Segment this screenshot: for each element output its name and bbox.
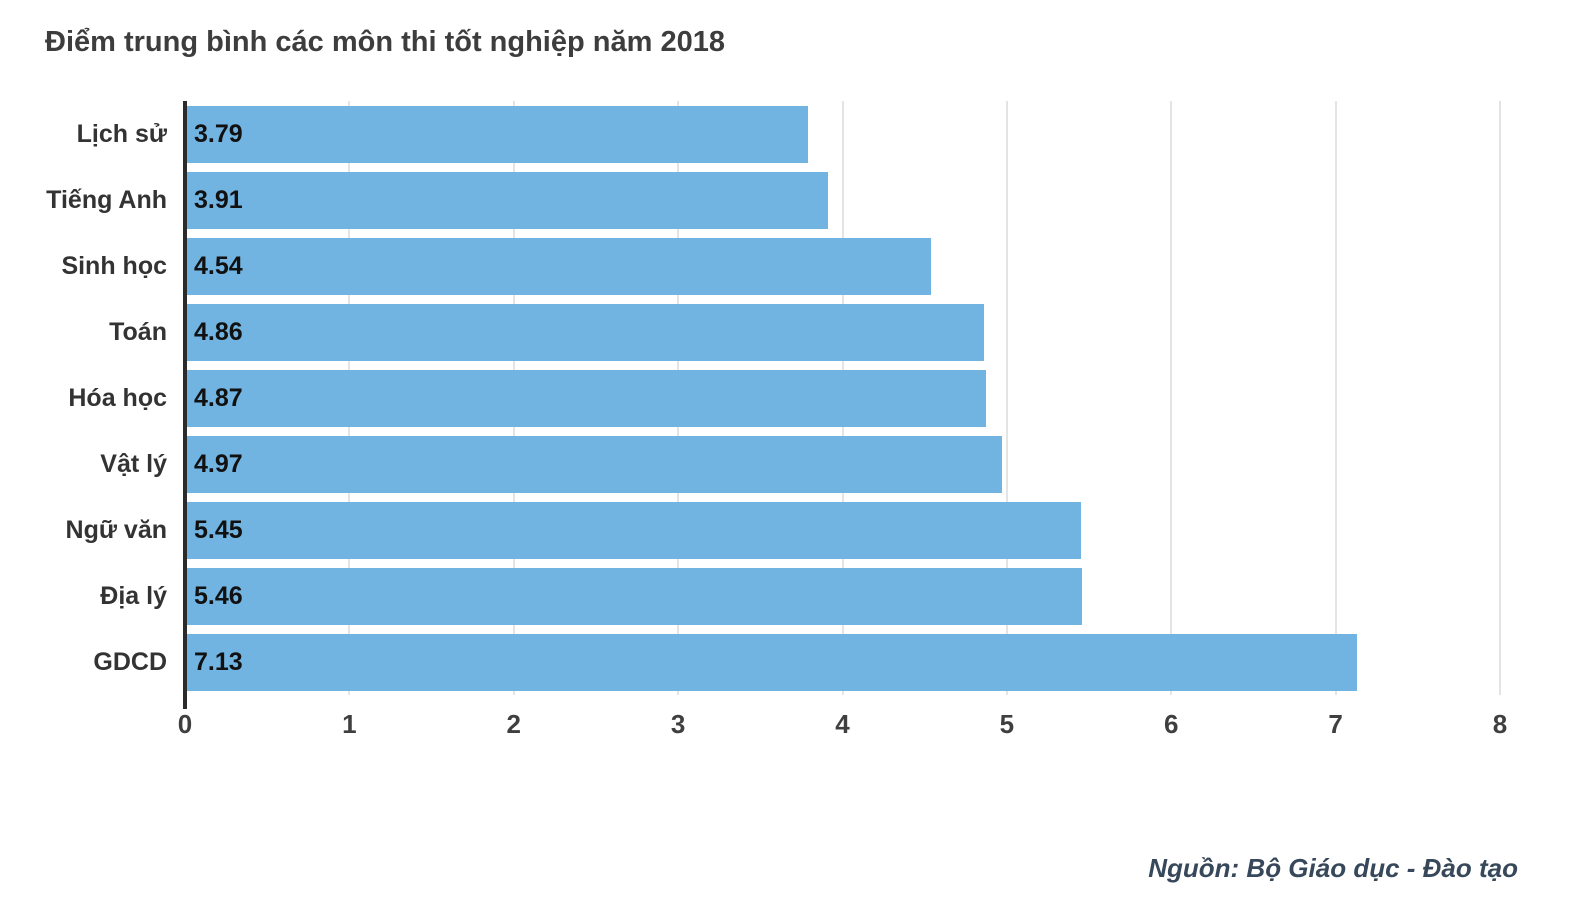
bar-track: 5.45: [185, 501, 1500, 559]
chart-row: Địa lý 5.46: [45, 563, 1500, 629]
chart-row: Vật lý 4.97: [45, 431, 1500, 497]
chart-row: Tiếng Anh 3.91: [45, 167, 1500, 233]
category-label: Lịch sử: [76, 119, 167, 148]
chart-row: Ngữ văn 5.45: [45, 497, 1500, 563]
category-label: Hóa học: [68, 383, 167, 412]
value-label: 3.91: [194, 185, 243, 214]
bar: 4.86: [185, 303, 984, 361]
bar-track: 4.87: [185, 369, 1500, 427]
category-label: GDCD: [93, 647, 167, 676]
x-tick-label: 2: [506, 709, 521, 739]
chart-row: Sinh học 4.54: [45, 233, 1500, 299]
x-tick-label: 5: [999, 709, 1015, 739]
value-label: 5.45: [194, 515, 243, 544]
value-label: 7.13: [194, 647, 243, 676]
value-label: 4.97: [194, 449, 243, 478]
x-axis: 0 1 2 3 4 5 6 7 8: [178, 695, 1507, 747]
bar-track: 3.91: [185, 171, 1500, 229]
bar: 5.46: [185, 567, 1083, 625]
bar: 4.54: [185, 237, 932, 295]
bar-track: 4.97: [185, 435, 1500, 493]
chart-row: Hóa học 4.87: [45, 365, 1500, 431]
gridline: [1499, 101, 1501, 695]
plot-area: Lịch sử 3.79 Tiếng Anh 3.91 Sinh học 4.54 Toán…: [45, 101, 1501, 709]
chart-row: Lịch sử 3.79: [45, 101, 1500, 167]
x-tick-label: 1: [342, 709, 357, 739]
bar: 5.45: [185, 501, 1081, 559]
bar: 4.87: [185, 369, 986, 427]
category-label: Địa lý: [100, 581, 167, 610]
gridline: [1005, 101, 1008, 695]
chart-row: GDCD 7.13: [45, 629, 1500, 695]
value-label: 4.87: [194, 383, 243, 412]
bar-track: 4.54: [185, 237, 1500, 295]
bar-track: 7.13: [185, 633, 1500, 691]
bar-track: 3.79: [185, 105, 1500, 163]
chart-rows: Lịch sử 3.79 Tiếng Anh 3.91 Sinh học 4.54 Toán…: [45, 101, 1500, 695]
x-tick-label: 3: [670, 709, 686, 739]
x-tick-label: 6: [1164, 709, 1179, 739]
gridline: [1170, 101, 1173, 695]
value-label: 5.46: [194, 581, 243, 610]
category-label: Ngữ văn: [65, 515, 167, 544]
bar: 4.97: [185, 435, 1002, 493]
chart-row: Toán 4.86: [45, 299, 1500, 365]
value-label: 4.54: [194, 251, 243, 280]
bar-track: 5.46: [185, 567, 1500, 625]
category-label: Tiếng Anh: [46, 185, 167, 214]
y-axis-line: [183, 101, 187, 709]
bar-chart: Lịch sử 3.79 Tiếng Anh 3.91 Sinh học 4.54 Toán…: [45, 101, 1507, 747]
bar-track: 4.86: [185, 303, 1500, 361]
x-tick-label: 4: [835, 709, 850, 739]
bar: 3.79: [185, 105, 808, 163]
category-label: Sinh học: [61, 251, 167, 280]
category-label: Vật lý: [100, 449, 167, 478]
value-label: 3.79: [194, 119, 243, 148]
gridline: [1334, 101, 1337, 695]
bar: 3.91: [185, 171, 828, 229]
source-note: Nguồn: Bộ Giáo dục - Đào tạo: [1148, 853, 1518, 883]
bar: 7.13: [185, 633, 1357, 691]
x-tick-label: 8: [1492, 709, 1508, 739]
x-tick-label: 0: [177, 709, 193, 739]
chart-title: Điểm trung bình các môn thi tốt nghiệp n…: [45, 26, 725, 58]
value-label: 4.86: [194, 317, 243, 346]
x-tick-label: 7: [1328, 709, 1343, 739]
category-label: Toán: [109, 317, 167, 346]
